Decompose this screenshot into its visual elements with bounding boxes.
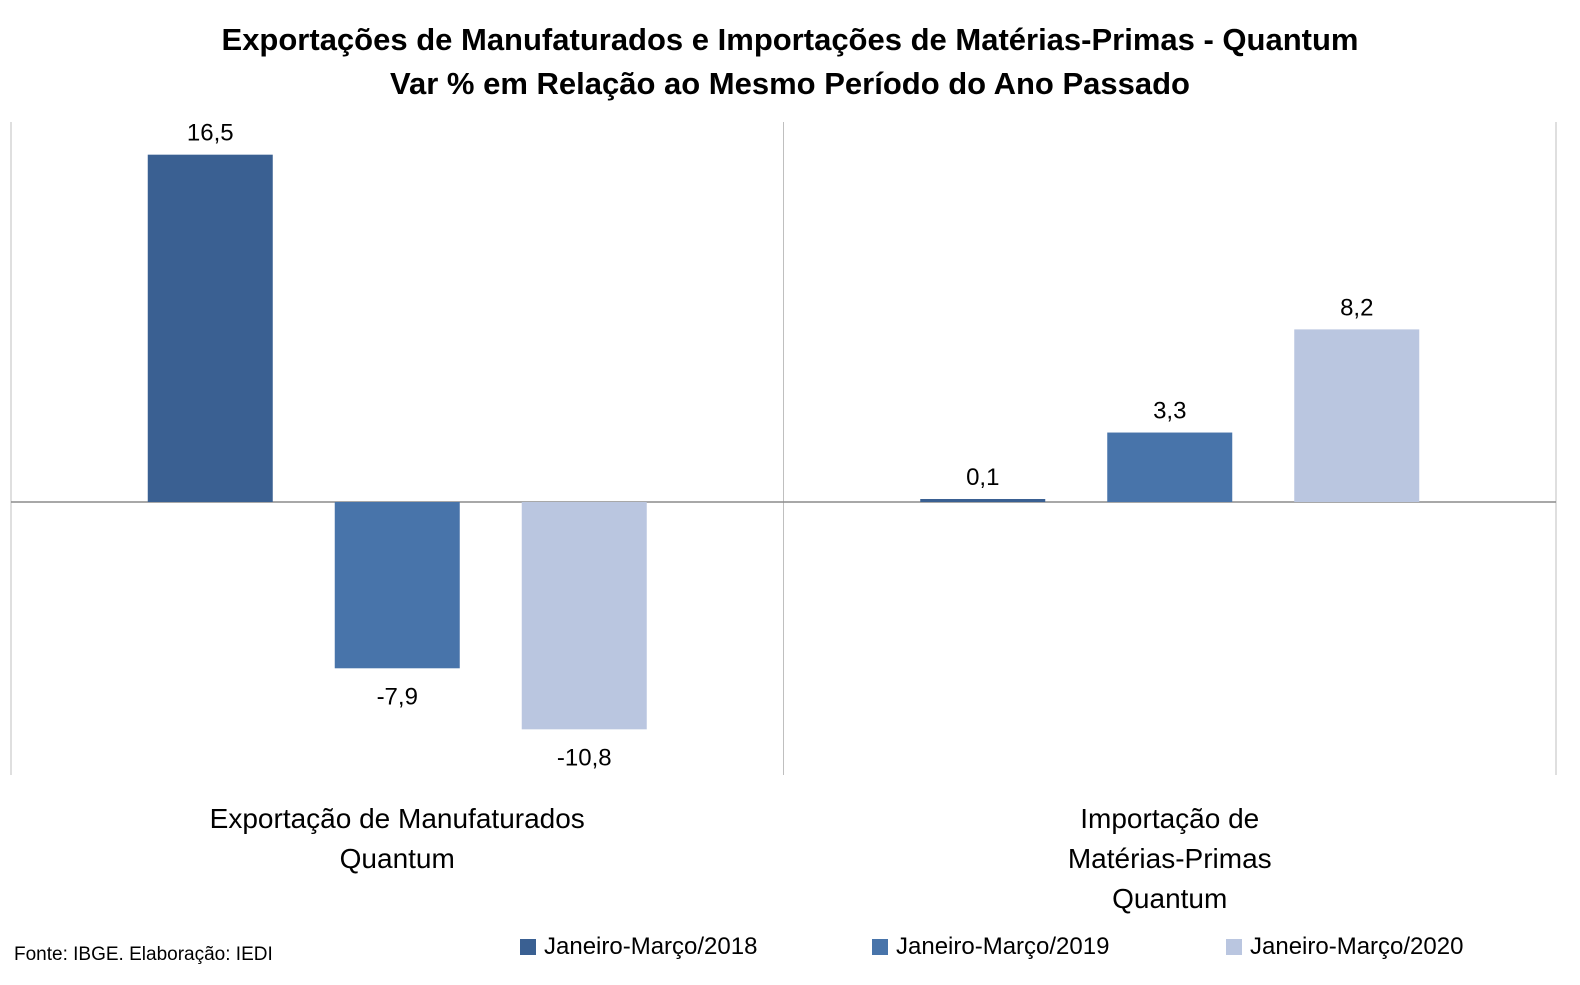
- legend-item-2018: Janeiro-Março/2018: [520, 930, 757, 964]
- bar-2-3: [1294, 329, 1420, 502]
- source-note: Fonte: IBGE. Elaboração: IEDI: [14, 944, 273, 965]
- data-label: 0,1: [966, 464, 999, 491]
- data-label: -7,9: [377, 683, 418, 710]
- data-label: 16,5: [187, 120, 234, 147]
- chart-title: Exportações de Manufaturados e Importaçõ…: [221, 22, 1359, 57]
- category-label: Quantum: [1112, 883, 1227, 914]
- legend-swatch-2019: [872, 939, 888, 955]
- category-label: Matérias-Primas: [1068, 843, 1272, 874]
- legend-item-2019: Janeiro-Março/2019: [872, 930, 1109, 964]
- bar-1-3: [521, 502, 647, 730]
- data-label: 8,2: [1340, 294, 1373, 321]
- bar-1-2: [334, 502, 460, 669]
- legend-item-2020: Janeiro-Março/2020: [1226, 930, 1463, 964]
- chart-subtitle: Var % em Relação ao Mesmo Período do Ano…: [390, 66, 1190, 101]
- bar-2-2: [1107, 432, 1233, 502]
- category-label: Importação de: [1080, 803, 1259, 834]
- legend-swatch-2020: [1226, 939, 1242, 955]
- bar-1-1: [147, 154, 273, 503]
- legend-label-2020: Janeiro-Março/2020: [1250, 933, 1464, 960]
- bar-2-1: [920, 499, 1046, 502]
- category-label: Exportação de Manufaturados: [210, 803, 585, 834]
- data-label: 3,3: [1153, 398, 1186, 425]
- legend-label-2018: Janeiro-Março/2018: [544, 933, 758, 960]
- legend-swatch-2018: [520, 939, 536, 955]
- legend-label-2019: Janeiro-Março/2019: [896, 933, 1110, 960]
- data-label: -10,8: [557, 744, 612, 771]
- category-label: Quantum: [340, 843, 455, 874]
